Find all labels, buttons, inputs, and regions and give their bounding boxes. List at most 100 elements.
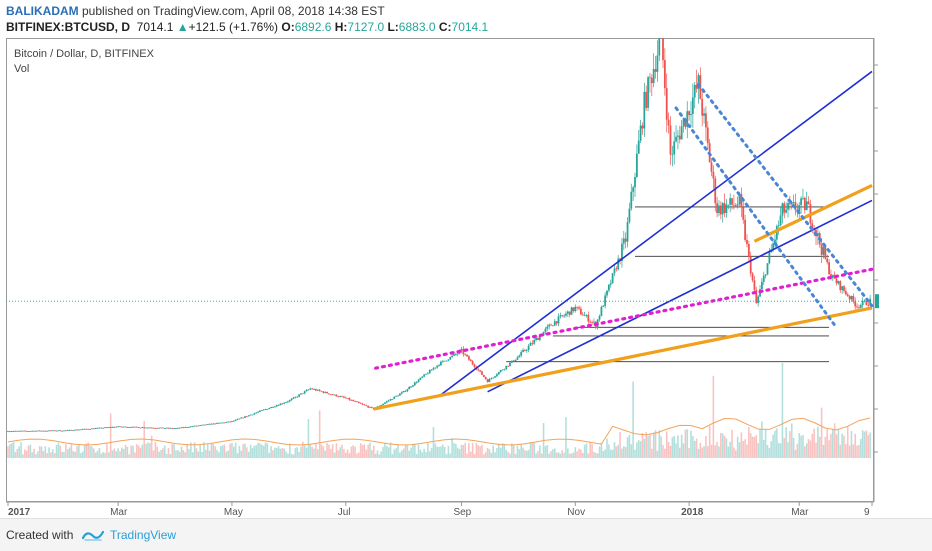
candle-body bbox=[533, 340, 535, 344]
candle-body bbox=[71, 430, 73, 431]
volume-bar bbox=[578, 449, 580, 458]
tradingview-brand[interactable]: TradingView bbox=[110, 528, 176, 542]
volume-bar bbox=[56, 445, 58, 458]
candle-body bbox=[125, 427, 127, 428]
volume-bar bbox=[621, 449, 623, 458]
volume-bar bbox=[212, 444, 214, 458]
candle-body bbox=[500, 370, 502, 372]
volume-bar bbox=[199, 444, 201, 458]
candle-body bbox=[776, 226, 778, 239]
volume-bar bbox=[272, 450, 274, 458]
candle-body bbox=[61, 431, 63, 432]
candle-body bbox=[74, 430, 76, 431]
volume-bar bbox=[177, 450, 179, 458]
volume-bar bbox=[164, 445, 166, 458]
candle-body bbox=[72, 430, 74, 431]
candle-body bbox=[763, 276, 765, 282]
candle-body bbox=[666, 88, 668, 120]
candle-body bbox=[29, 431, 31, 432]
candle-body bbox=[384, 403, 386, 404]
volume-bar bbox=[741, 432, 743, 458]
volume-bar bbox=[104, 453, 106, 458]
candle-body bbox=[324, 392, 326, 393]
volume-bar bbox=[11, 443, 13, 458]
candle-body bbox=[253, 413, 255, 414]
candle-body bbox=[656, 55, 658, 71]
candle-body bbox=[212, 423, 214, 424]
volume-bar bbox=[52, 449, 54, 458]
volume-bar bbox=[703, 446, 705, 458]
candle-body bbox=[155, 428, 157, 429]
candle-body bbox=[492, 377, 494, 378]
candle-body bbox=[287, 401, 289, 402]
volume-bar bbox=[597, 453, 599, 458]
price-chart[interactable]: 0.02000.04000.06000.08000.010000.012000.… bbox=[6, 38, 879, 518]
volume-bar bbox=[591, 444, 593, 458]
volume-bar bbox=[296, 447, 298, 458]
volume-bar bbox=[84, 445, 86, 458]
candle-body bbox=[696, 85, 698, 89]
volume-bar bbox=[270, 446, 272, 458]
volume-bar bbox=[54, 453, 56, 458]
candle-body bbox=[580, 309, 582, 315]
volume-bar bbox=[461, 445, 463, 458]
candle-body bbox=[642, 126, 644, 129]
volume-bar bbox=[860, 439, 862, 458]
candle-body bbox=[561, 315, 563, 316]
candle-body bbox=[365, 405, 367, 406]
volume-bar bbox=[112, 450, 114, 458]
candle-body bbox=[123, 427, 125, 428]
volume-bar bbox=[330, 449, 332, 458]
chart-panel[interactable]: 0.02000.04000.06000.08000.010000.012000.… bbox=[6, 38, 879, 518]
candle-body bbox=[826, 259, 828, 263]
volume-bar bbox=[147, 442, 149, 458]
candle-body bbox=[390, 399, 392, 400]
volume-bar bbox=[351, 446, 353, 458]
volume-bar bbox=[502, 443, 504, 458]
candle-body bbox=[845, 291, 847, 294]
volume-bar bbox=[479, 446, 481, 458]
x-tick-label: Jul bbox=[338, 507, 351, 518]
low-value: 6883.0 bbox=[399, 20, 436, 34]
candle-body bbox=[720, 205, 722, 214]
volume-bar bbox=[606, 439, 608, 458]
volume-bar bbox=[856, 446, 858, 458]
candle-body bbox=[537, 338, 539, 340]
volume-bar bbox=[658, 430, 660, 458]
candle-body bbox=[808, 201, 810, 204]
candle-body bbox=[285, 402, 287, 403]
plot-border bbox=[7, 39, 874, 502]
candle-body bbox=[246, 416, 248, 417]
candle-body bbox=[782, 203, 784, 215]
volume-bar bbox=[233, 447, 235, 458]
candle-body bbox=[679, 136, 681, 140]
up-arrow-icon: ▲ bbox=[177, 20, 189, 34]
volume-bar bbox=[65, 444, 67, 458]
volume-bar bbox=[407, 445, 409, 458]
volume-bar bbox=[298, 452, 300, 458]
candle-body bbox=[136, 427, 138, 428]
candle-body bbox=[752, 274, 754, 281]
candle-body bbox=[468, 356, 470, 359]
candle-body bbox=[517, 357, 519, 359]
x-tick-label: May bbox=[224, 507, 243, 518]
candle-body bbox=[91, 428, 93, 429]
candle-body bbox=[571, 307, 573, 314]
candle-body bbox=[436, 365, 438, 367]
volume-bar bbox=[82, 452, 84, 458]
candle-body bbox=[451, 356, 453, 357]
volume-bar bbox=[71, 444, 73, 458]
candle-body bbox=[401, 392, 403, 393]
author-name[interactable]: BALIKADAM bbox=[6, 4, 79, 18]
volume-bar bbox=[121, 448, 123, 458]
volume-bar bbox=[128, 454, 130, 458]
candle-body bbox=[28, 431, 30, 432]
volume-bar bbox=[649, 434, 651, 458]
candle-body bbox=[227, 422, 229, 423]
candle-body bbox=[334, 395, 336, 396]
volume-bar bbox=[267, 443, 269, 458]
volume-bar bbox=[498, 443, 500, 458]
volume-bar bbox=[494, 452, 496, 458]
volume-bar bbox=[352, 445, 354, 458]
volume-bar bbox=[235, 443, 237, 458]
